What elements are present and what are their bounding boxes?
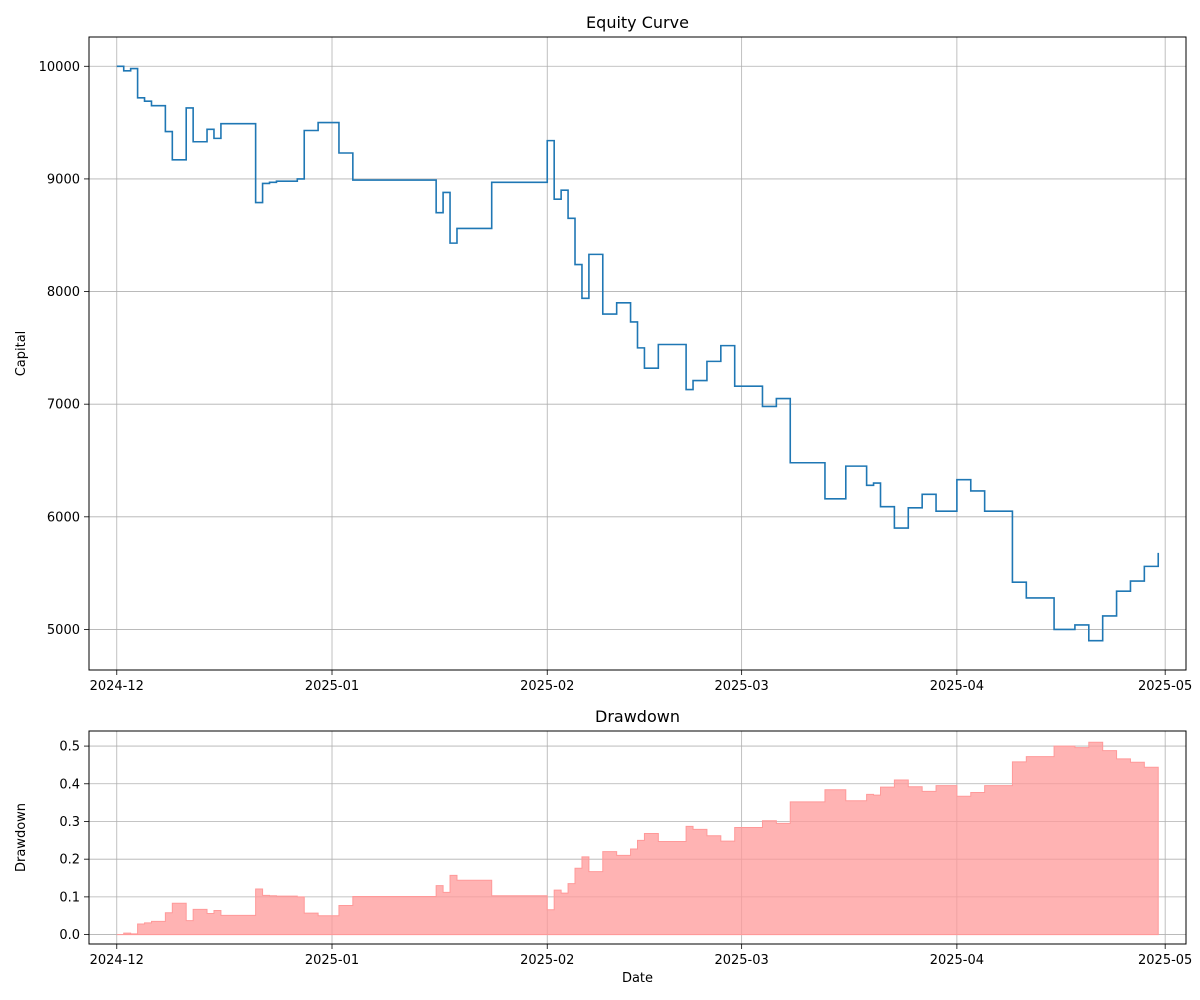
equity-y-axis-label: Capital (14, 331, 29, 377)
equity-curve-chart: 2024-12 2025-01 2025-02 2025-03 2025-04 2025-… (14, 13, 1192, 694)
drawdown-x-tick-label: 2025-03 (714, 953, 768, 968)
drawdown-chart-title: Drawdown (595, 707, 680, 726)
equity-y-tick-label: 10000 (39, 60, 80, 75)
equity-x-tick-label: 2025-05 (1138, 679, 1192, 694)
drawdown-x-tick-label: 2025-04 (930, 953, 984, 968)
drawdown-plot-area (116, 741, 1159, 936)
drawdown-x-axis-label: Date (622, 971, 653, 986)
drawdown-y-tick-label: 0.5 (59, 740, 80, 755)
drawdown-y-tick-label: 0.0 (59, 928, 80, 943)
drawdown-y-ticks: 0.0 0.1 0.2 0.3 0.4 0.5 (59, 740, 89, 943)
equity-y-tick-label: 5000 (47, 623, 80, 638)
drawdown-x-tick-label: 2025-02 (520, 953, 574, 968)
drawdown-y-axis-label: Drawdown (14, 803, 29, 872)
drawdown-chart: 2024-12 2025-01 2025-02 2025-03 2025-04 2025-… (14, 707, 1192, 986)
equity-y-ticks: 5000 6000 7000 8000 9000 10000 (39, 60, 89, 638)
drawdown-y-tick-label: 0.4 (59, 777, 80, 792)
drawdown-y-tick-label: 0.1 (59, 890, 80, 905)
equity-plot-area (116, 65, 1160, 642)
drawdown-y-tick-label: 0.2 (59, 853, 80, 868)
equity-x-tick-label: 2024-12 (90, 679, 144, 694)
equity-y-tick-label: 7000 (47, 398, 80, 413)
drawdown-x-tick-label: 2025-01 (305, 953, 359, 968)
equity-chart-title: Equity Curve (586, 13, 689, 32)
equity-x-ticks: 2024-12 2025-01 2025-02 2025-03 2025-04 2025-… (90, 670, 1192, 694)
drawdown-x-ticks: 2024-12 2025-01 2025-02 2025-03 2025-04 2025-… (90, 944, 1192, 968)
equity-x-tick-label: 2025-01 (305, 679, 359, 694)
equity-x-tick-label: 2025-03 (714, 679, 768, 694)
equity-x-tick-label: 2025-02 (520, 679, 574, 694)
equity-y-tick-label: 6000 (47, 510, 80, 525)
equity-y-tick-label: 9000 (47, 172, 80, 187)
drawdown-area-series (116, 741, 1159, 936)
drawdown-y-tick-label: 0.3 (59, 815, 80, 830)
equity-y-tick-label: 8000 (47, 285, 80, 300)
drawdown-x-tick-label: 2025-05 (1138, 953, 1192, 968)
equity-line-series (116, 65, 1160, 642)
drawdown-x-tick-label: 2024-12 (90, 953, 144, 968)
equity-axes-frame (88, 36, 1187, 671)
equity-x-tick-label: 2025-04 (930, 679, 984, 694)
drawdown-axes-frame (88, 730, 1187, 945)
